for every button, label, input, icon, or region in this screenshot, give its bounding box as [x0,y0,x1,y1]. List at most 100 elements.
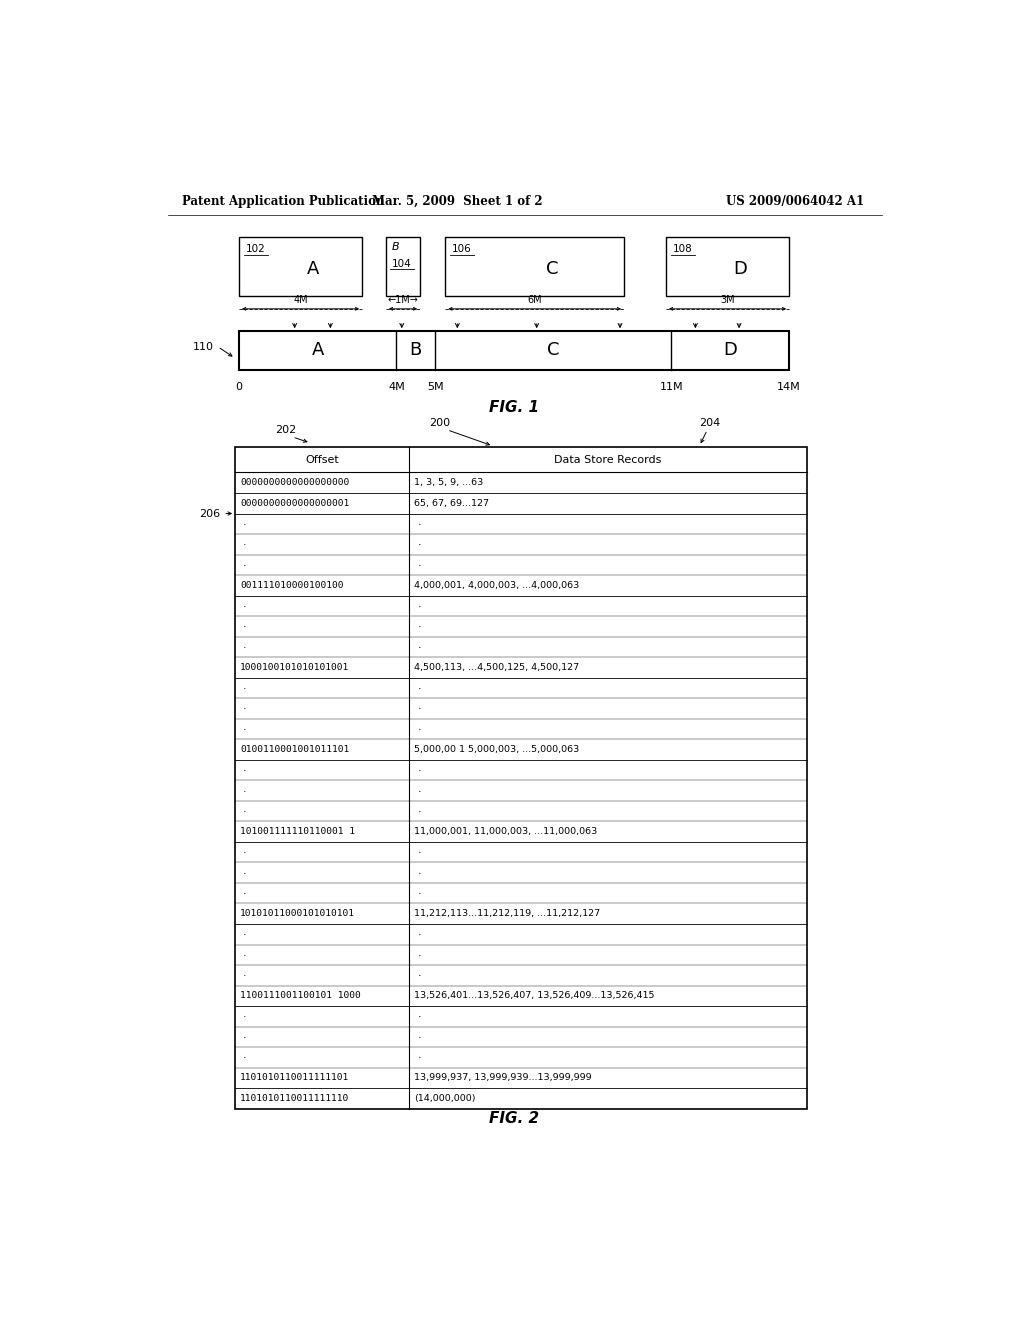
Text: .: . [418,701,421,711]
Text: 5M: 5M [427,381,443,392]
Text: 108: 108 [673,244,692,253]
Text: US 2009/0064042 A1: US 2009/0064042 A1 [726,194,863,207]
Text: .: . [418,1030,421,1040]
Text: 6M: 6M [527,294,542,305]
Text: 0000000000000000001: 0000000000000000001 [240,499,349,508]
Text: 206: 206 [200,508,220,519]
Text: .: . [418,722,421,733]
Text: .: . [418,558,421,568]
Text: .: . [243,640,247,649]
Text: 0: 0 [236,381,243,392]
Text: .: . [243,845,247,855]
Text: .: . [418,886,421,896]
FancyBboxPatch shape [666,236,790,296]
Text: Mar. 5, 2009  Sheet 1 of 2: Mar. 5, 2009 Sheet 1 of 2 [372,194,543,207]
Text: .: . [418,537,421,548]
Text: .: . [243,886,247,896]
Text: .: . [243,784,247,793]
Text: Data Store Records: Data Store Records [554,455,662,465]
Text: .: . [243,681,247,690]
Text: A: A [311,342,324,359]
FancyBboxPatch shape [240,236,362,296]
Text: B: B [391,242,399,252]
Text: Patent Application Publication: Patent Application Publication [182,194,384,207]
Text: .: . [243,722,247,733]
Text: C: C [547,342,559,359]
Text: .: . [243,1010,247,1019]
Text: 110: 110 [193,342,214,351]
Text: 200: 200 [430,417,451,428]
Text: .: . [243,866,247,875]
Text: 4M: 4M [293,294,308,305]
Text: 5,000,00 1 5,000,003, ...5,000,063: 5,000,00 1 5,000,003, ...5,000,063 [414,744,580,754]
Text: 14M: 14M [777,381,801,392]
Text: 104: 104 [391,259,412,269]
Text: .: . [418,948,421,958]
Text: .: . [243,516,247,527]
Text: .: . [418,599,421,609]
Text: D: D [733,260,746,279]
Text: 13,526,401...13,526,407, 13,526,409...13,526,415: 13,526,401...13,526,407, 13,526,409...13… [414,991,654,1001]
Text: .: . [243,558,247,568]
Text: D: D [723,342,737,359]
Text: .: . [243,701,247,711]
FancyBboxPatch shape [445,236,624,296]
Text: 001111010000100100: 001111010000100100 [240,581,343,590]
Text: ←1M→: ←1M→ [387,294,419,305]
Text: .: . [418,845,421,855]
Text: .: . [418,681,421,690]
Text: .: . [418,619,421,630]
Text: .: . [243,1051,247,1060]
Text: 1000100101010101001: 1000100101010101001 [240,663,349,672]
Text: .: . [243,927,247,937]
Text: 202: 202 [274,425,296,434]
Text: 10101011000101010101: 10101011000101010101 [240,909,355,919]
Text: FIG. 2: FIG. 2 [489,1111,540,1126]
Text: 101001111110110001 1: 101001111110110001 1 [240,828,355,836]
Text: 1, 3, 5, 9, ...63: 1, 3, 5, 9, ...63 [414,478,483,487]
Text: .: . [243,804,247,814]
Text: 4,000,001, 4,000,003, ...4,000,063: 4,000,001, 4,000,003, ...4,000,063 [414,581,580,590]
Text: 1101010110011111110: 1101010110011111110 [240,1094,349,1104]
Text: .: . [243,599,247,609]
FancyBboxPatch shape [240,331,790,370]
Text: .: . [418,927,421,937]
Text: 1100111001100101 1000: 1100111001100101 1000 [240,991,360,1001]
Text: 65, 67, 69...127: 65, 67, 69...127 [414,499,489,508]
Text: .: . [418,516,421,527]
Text: A: A [307,260,319,279]
Text: .: . [243,969,247,978]
Text: 1101010110011111101: 1101010110011111101 [240,1073,349,1082]
Text: .: . [418,784,421,793]
Text: 4M: 4M [388,381,404,392]
Text: 11M: 11M [659,381,683,392]
Text: 13,999,937, 13,999,939...13,999,999: 13,999,937, 13,999,939...13,999,999 [414,1073,592,1082]
Text: .: . [418,866,421,875]
Text: 106: 106 [452,244,471,253]
Text: FIG. 1: FIG. 1 [489,400,540,416]
Text: .: . [243,619,247,630]
Text: .: . [243,763,247,774]
Text: C: C [547,260,559,279]
Text: 102: 102 [246,244,265,253]
Text: .: . [243,1030,247,1040]
Text: 4,500,113, ...4,500,125, 4,500,127: 4,500,113, ...4,500,125, 4,500,127 [414,663,580,672]
Text: Offset: Offset [305,455,339,465]
Text: 3M: 3M [720,294,735,305]
Text: .: . [418,1051,421,1060]
FancyBboxPatch shape [236,447,807,1109]
Text: 0000000000000000000: 0000000000000000000 [240,478,349,487]
FancyBboxPatch shape [386,236,420,296]
Text: .: . [418,1010,421,1019]
Text: (14,000,000): (14,000,000) [414,1094,476,1104]
Text: .: . [418,640,421,649]
Text: 11,000,001, 11,000,003, ...11,000,063: 11,000,001, 11,000,003, ...11,000,063 [414,828,597,836]
Text: 11,212,113...11,212,119, ...11,212,127: 11,212,113...11,212,119, ...11,212,127 [414,909,600,919]
Text: .: . [243,948,247,958]
Text: 204: 204 [699,417,721,428]
Text: .: . [418,969,421,978]
Text: B: B [410,342,422,359]
Text: .: . [243,537,247,548]
Text: .: . [418,804,421,814]
Text: 0100110001001011101: 0100110001001011101 [240,744,349,754]
